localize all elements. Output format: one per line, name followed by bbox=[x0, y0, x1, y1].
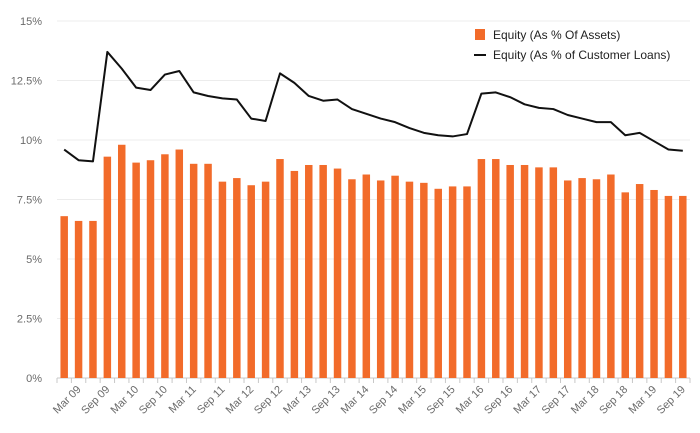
bar bbox=[506, 164, 514, 378]
bar bbox=[333, 168, 342, 378]
x-tick-label: Mar 18 bbox=[569, 384, 602, 417]
bar bbox=[664, 195, 673, 378]
bar bbox=[492, 159, 500, 378]
bar bbox=[362, 174, 371, 378]
x-tick-label: Mar 17 bbox=[511, 384, 544, 417]
x-tick-label: Mar 19 bbox=[626, 384, 659, 417]
x-tick-label: Sep 12 bbox=[252, 384, 285, 417]
x-tick-label: Sep 19 bbox=[655, 384, 688, 417]
bar bbox=[578, 178, 586, 378]
bar bbox=[74, 220, 83, 378]
bar bbox=[420, 182, 428, 378]
bar bbox=[276, 159, 284, 378]
legend-label-line: Equity (As % of Customer Loans) bbox=[493, 48, 670, 62]
bar bbox=[520, 164, 529, 378]
bar bbox=[477, 159, 486, 378]
x-tick-label: Mar 11 bbox=[167, 384, 199, 416]
x-tick-label: Mar 13 bbox=[281, 384, 314, 417]
bar bbox=[650, 189, 658, 378]
x-tick-label: Sep 09 bbox=[79, 384, 112, 417]
bar bbox=[535, 167, 543, 378]
bar bbox=[117, 144, 126, 378]
bar bbox=[348, 179, 356, 378]
bar bbox=[635, 184, 644, 378]
y-tick-label: 5% bbox=[26, 254, 42, 266]
bar bbox=[549, 167, 558, 378]
bar bbox=[319, 164, 327, 378]
x-tick-label: Sep 18 bbox=[597, 384, 630, 417]
y-tick-label: 2.5% bbox=[17, 314, 42, 326]
y-tick-label: 15% bbox=[20, 16, 42, 28]
x-tick-label: Sep 16 bbox=[482, 384, 515, 417]
bar bbox=[218, 181, 227, 378]
bar bbox=[621, 192, 630, 378]
bar bbox=[434, 188, 442, 378]
y-tick-label: 0% bbox=[26, 373, 42, 385]
bar bbox=[376, 180, 385, 378]
bar bbox=[175, 149, 184, 378]
x-tick-label: Mar 16 bbox=[454, 384, 487, 417]
x-tick-label: Mar 10 bbox=[109, 384, 142, 417]
bar bbox=[679, 195, 687, 378]
bar bbox=[261, 181, 270, 378]
bar bbox=[60, 216, 68, 378]
x-tick-label: Sep 14 bbox=[367, 384, 400, 417]
bar bbox=[405, 181, 414, 378]
bar bbox=[103, 156, 112, 378]
bar-series bbox=[60, 144, 687, 378]
bar bbox=[89, 220, 97, 378]
x-tick-label: Mar 15 bbox=[396, 384, 429, 417]
bar bbox=[233, 178, 241, 378]
x-tick-label: Sep 10 bbox=[137, 384, 170, 417]
bar bbox=[592, 179, 601, 378]
legend-label-bar: Equity (As % Of Assets) bbox=[493, 28, 620, 42]
legend: Equity (As % Of Assets) Equity (As % of … bbox=[474, 28, 670, 62]
bar bbox=[391, 175, 399, 378]
bar bbox=[146, 160, 155, 378]
x-tick-label: Mar 12 bbox=[224, 384, 257, 417]
x-tick-label: Mar 14 bbox=[339, 384, 372, 417]
bar bbox=[247, 185, 255, 378]
y-tick-label: 7.5% bbox=[17, 195, 42, 207]
bar bbox=[161, 154, 169, 378]
x-tick-label: Sep 13 bbox=[310, 384, 343, 417]
bar bbox=[607, 174, 615, 378]
bar bbox=[189, 163, 198, 378]
bar bbox=[563, 180, 572, 378]
x-tick-label: Mar 09 bbox=[51, 384, 84, 417]
y-tick-label: 10% bbox=[20, 135, 42, 147]
legend-swatch-bar bbox=[475, 29, 485, 40]
bar bbox=[463, 186, 471, 378]
bar bbox=[305, 164, 313, 378]
bar bbox=[204, 163, 212, 378]
x-tick-label: Sep 15 bbox=[425, 384, 458, 417]
x-tick-label: Sep 11 bbox=[195, 384, 228, 417]
bar bbox=[132, 162, 140, 378]
line-series bbox=[63, 50, 683, 163]
bar bbox=[290, 170, 299, 378]
x-tick-label: Sep 17 bbox=[540, 384, 573, 417]
series-line bbox=[63, 50, 683, 163]
bar bbox=[448, 186, 457, 378]
y-tick-label: 12.5% bbox=[11, 76, 42, 88]
